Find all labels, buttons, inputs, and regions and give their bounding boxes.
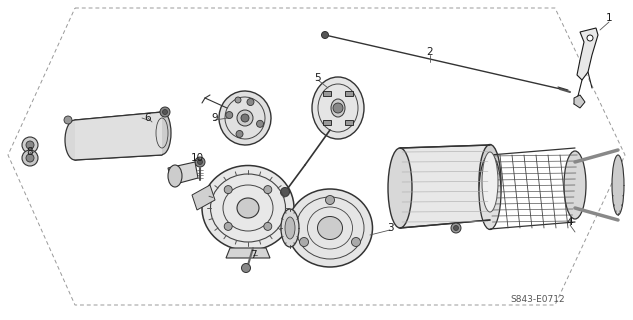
Ellipse shape [202, 165, 294, 251]
Circle shape [241, 114, 249, 122]
Ellipse shape [285, 217, 295, 239]
Ellipse shape [318, 217, 342, 239]
Ellipse shape [65, 120, 85, 160]
Circle shape [22, 137, 38, 153]
Polygon shape [75, 112, 162, 160]
Ellipse shape [219, 91, 271, 145]
Polygon shape [192, 185, 215, 210]
Circle shape [453, 226, 458, 230]
Text: 8: 8 [27, 147, 34, 157]
Circle shape [64, 116, 72, 124]
Circle shape [325, 196, 334, 204]
Circle shape [26, 154, 34, 162]
Text: S843-E0712: S843-E0712 [510, 295, 565, 305]
Circle shape [224, 186, 232, 194]
Text: 3: 3 [387, 223, 393, 233]
Circle shape [235, 97, 241, 103]
Circle shape [280, 188, 289, 196]
Ellipse shape [312, 77, 364, 139]
Text: 10: 10 [191, 153, 204, 163]
Text: 1: 1 [606, 13, 612, 23]
Circle shape [451, 223, 461, 233]
Ellipse shape [564, 151, 586, 219]
Circle shape [333, 103, 343, 113]
Circle shape [195, 157, 205, 167]
Ellipse shape [287, 189, 372, 267]
Bar [323, 91, 330, 96]
Text: 7: 7 [249, 250, 256, 260]
Polygon shape [577, 28, 598, 80]
Circle shape [264, 186, 272, 194]
Circle shape [247, 99, 254, 106]
Ellipse shape [482, 152, 498, 212]
Polygon shape [400, 145, 490, 228]
Circle shape [299, 237, 308, 246]
Ellipse shape [388, 148, 412, 228]
Text: 2: 2 [427, 47, 434, 57]
Circle shape [242, 263, 251, 273]
Circle shape [22, 150, 38, 166]
Circle shape [264, 222, 272, 230]
Text: 9: 9 [211, 113, 218, 123]
Circle shape [226, 112, 233, 118]
Ellipse shape [612, 155, 624, 215]
Polygon shape [226, 248, 270, 258]
Circle shape [351, 237, 360, 246]
Ellipse shape [237, 198, 259, 218]
Ellipse shape [153, 111, 171, 155]
Circle shape [160, 107, 170, 117]
Polygon shape [168, 162, 198, 185]
Ellipse shape [479, 155, 501, 229]
Text: 4: 4 [567, 217, 573, 227]
Circle shape [163, 109, 168, 115]
Circle shape [197, 159, 203, 164]
Ellipse shape [479, 145, 501, 220]
Circle shape [587, 35, 593, 41]
Circle shape [256, 120, 263, 127]
Circle shape [224, 222, 232, 230]
Polygon shape [574, 95, 585, 108]
Text: 6: 6 [145, 113, 151, 123]
Circle shape [236, 131, 243, 138]
Circle shape [322, 31, 329, 38]
Text: 5: 5 [315, 73, 322, 83]
Bar [323, 120, 330, 125]
Ellipse shape [486, 182, 494, 202]
Bar [346, 120, 353, 125]
Ellipse shape [281, 209, 299, 247]
Ellipse shape [168, 165, 182, 187]
Ellipse shape [331, 99, 345, 117]
Circle shape [237, 110, 253, 126]
Bar [346, 91, 353, 96]
Circle shape [26, 141, 34, 149]
